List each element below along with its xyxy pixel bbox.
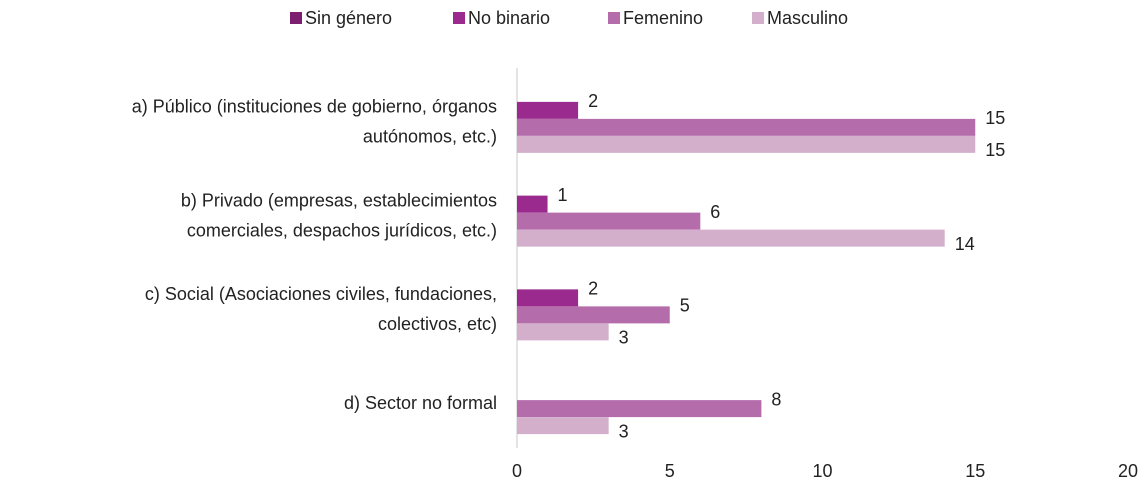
legend-label: No binario (468, 8, 550, 28)
category-label: a) Público (instituciones de gobierno, ó… (132, 97, 497, 117)
legend-label: Sin género (305, 8, 392, 28)
x-tick-label: 20 (1118, 461, 1138, 481)
bar (517, 417, 609, 435)
category-label: comerciales, despachos jurídicos, etc.) (187, 220, 497, 240)
bar (517, 306, 670, 324)
value-label: 8 (771, 389, 781, 409)
value-label: 15 (985, 108, 1005, 128)
bar (517, 135, 976, 153)
x-tick-label: 5 (665, 461, 675, 481)
value-label: 6 (710, 202, 720, 222)
legend-label: Masculino (767, 8, 848, 28)
value-label: 3 (619, 421, 629, 441)
category-label: b) Privado (empresas, establecimientos (181, 190, 497, 210)
value-label: 5 (680, 296, 690, 316)
value-label: 15 (985, 140, 1005, 160)
value-label: 3 (619, 328, 629, 348)
bar (517, 229, 945, 247)
x-tick-label: 0 (512, 461, 522, 481)
bar (517, 212, 701, 230)
legend-swatch (453, 12, 465, 24)
value-label: 1 (558, 185, 568, 205)
bar (517, 195, 548, 213)
bar (517, 323, 609, 341)
bar (517, 118, 976, 136)
legend-swatch (608, 12, 620, 24)
x-tick-label: 15 (965, 461, 985, 481)
legend-swatch (290, 12, 302, 24)
category-label: c) Social (Asociaciones civiles, fundaci… (145, 284, 497, 304)
bar (517, 400, 762, 418)
x-tick-label: 10 (812, 461, 832, 481)
category-label: d) Sector no formal (344, 393, 497, 413)
legend-swatch (752, 12, 764, 24)
bar (517, 101, 579, 119)
legend-label: Femenino (623, 8, 703, 28)
category-label: autónomos, etc.) (363, 127, 497, 147)
value-label: 14 (955, 234, 975, 254)
category-label: colectivos, etc) (378, 314, 497, 334)
value-label: 2 (588, 279, 598, 299)
value-label: 2 (588, 91, 598, 111)
bar (517, 289, 579, 307)
